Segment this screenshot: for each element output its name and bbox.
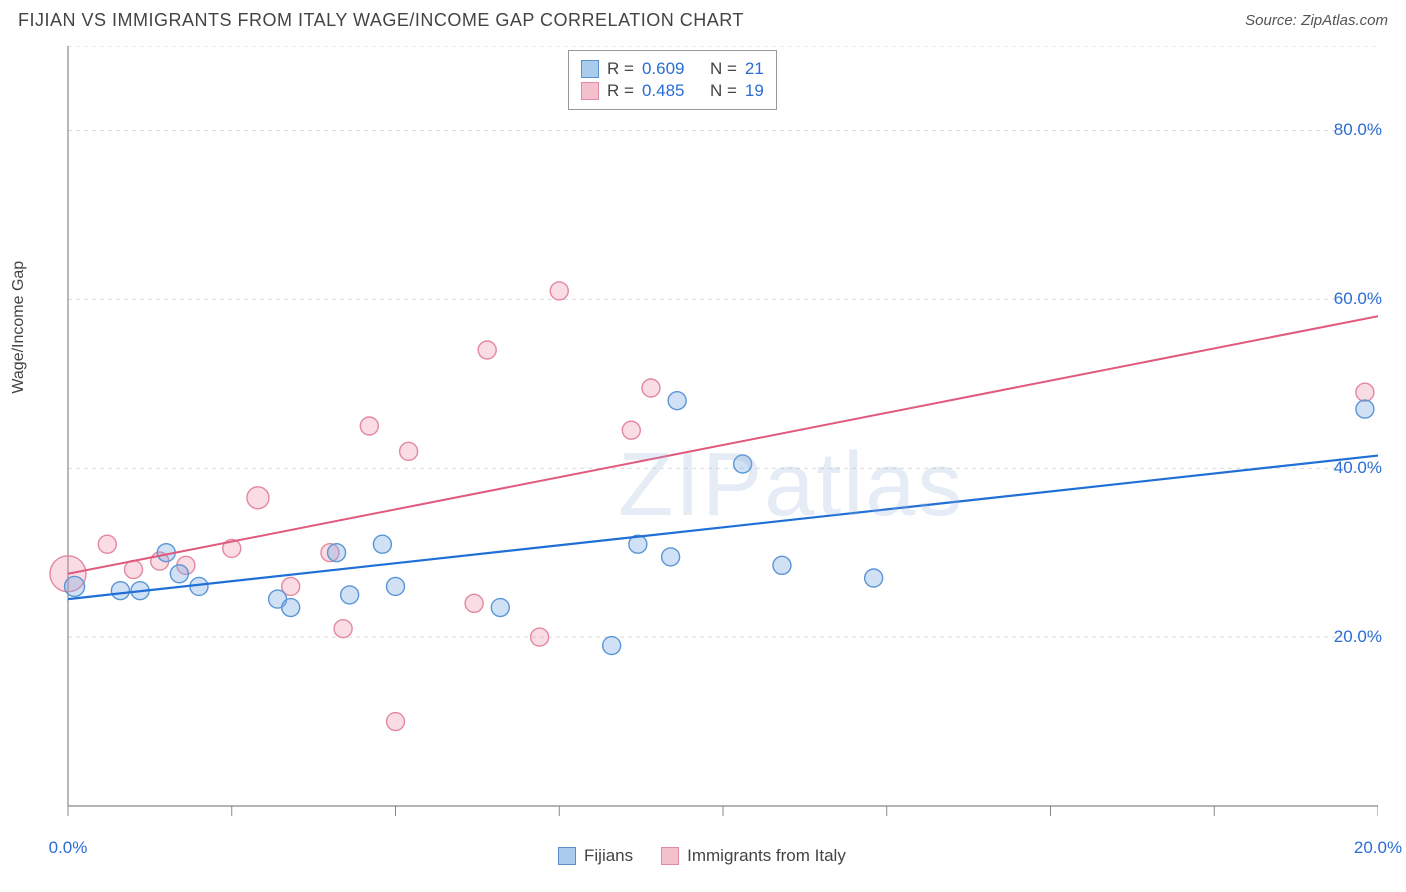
italy-point — [465, 594, 483, 612]
x-tick-label: 20.0% — [1354, 838, 1402, 858]
source-name: ZipAtlas.com — [1301, 12, 1388, 29]
chart-container: Wage/Income Gap ZIPatlas R = 0.609 N = 2… — [18, 46, 1388, 874]
r-value: 0.485 — [642, 81, 685, 101]
fijians-point — [387, 577, 405, 595]
source-label: Source: — [1245, 12, 1297, 29]
fijians-point — [662, 548, 680, 566]
italy-point — [98, 535, 116, 553]
fijians-point — [170, 565, 188, 583]
n-value: 21 — [745, 59, 764, 79]
italy-point — [1356, 383, 1374, 401]
italy-point — [387, 713, 405, 731]
y-axis-label: Wage/Income Gap — [10, 261, 28, 394]
fijians-point — [773, 556, 791, 574]
n-value: 19 — [745, 81, 764, 101]
y-tick-label: 80.0% — [1334, 120, 1382, 140]
fijians-point — [111, 582, 129, 600]
r-label: R = — [607, 81, 634, 101]
legend-item-italy: Immigrants from Italy — [661, 846, 846, 866]
fijians-trendline — [68, 456, 1378, 600]
n-label: N = — [710, 59, 737, 79]
italy-point — [125, 561, 143, 579]
y-tick-label: 20.0% — [1334, 627, 1382, 647]
legend-item-fijians: Fijians — [558, 846, 633, 866]
italy-point — [622, 421, 640, 439]
legend-label: Fijians — [584, 846, 633, 866]
fijians-swatch-icon — [581, 60, 599, 78]
fijians-point — [668, 392, 686, 410]
legend-label: Immigrants from Italy — [687, 846, 846, 866]
fijians-point — [373, 535, 391, 553]
italy-trendline — [68, 316, 1378, 574]
n-label: N = — [710, 81, 737, 101]
legend-row-fijians: R = 0.609 N = 21 — [581, 59, 764, 79]
correlation-legend: R = 0.609 N = 21R = 0.485 N = 19 — [568, 50, 777, 110]
italy-point — [550, 282, 568, 300]
italy-swatch-icon — [661, 847, 679, 865]
italy-point — [531, 628, 549, 646]
x-tick-label: 0.0% — [49, 838, 88, 858]
y-tick-label: 60.0% — [1334, 289, 1382, 309]
r-label: R = — [607, 59, 634, 79]
fijians-point — [603, 637, 621, 655]
fijians-point — [65, 576, 85, 596]
y-tick-label: 40.0% — [1334, 458, 1382, 478]
italy-point — [334, 620, 352, 638]
fijians-point — [328, 544, 346, 562]
scatter-plot — [18, 46, 1378, 836]
fijians-point — [865, 569, 883, 587]
r-value: 0.609 — [642, 59, 685, 79]
fijians-point — [282, 599, 300, 617]
italy-point — [642, 379, 660, 397]
fijians-point — [491, 599, 509, 617]
fijians-point — [1356, 400, 1374, 418]
italy-point — [400, 442, 418, 460]
source: Source: ZipAtlas.com — [1245, 12, 1388, 30]
fijians-point — [341, 586, 359, 604]
fijians-point — [734, 455, 752, 473]
series-legend: Fijians Immigrants from Italy — [558, 846, 846, 866]
italy-point — [360, 417, 378, 435]
italy-point — [247, 487, 269, 509]
fijians-swatch-icon — [558, 847, 576, 865]
chart-title: FIJIAN VS IMMIGRANTS FROM ITALY WAGE/INC… — [18, 10, 744, 31]
legend-row-italy: R = 0.485 N = 19 — [581, 81, 764, 101]
italy-swatch-icon — [581, 82, 599, 100]
italy-point — [478, 341, 496, 359]
